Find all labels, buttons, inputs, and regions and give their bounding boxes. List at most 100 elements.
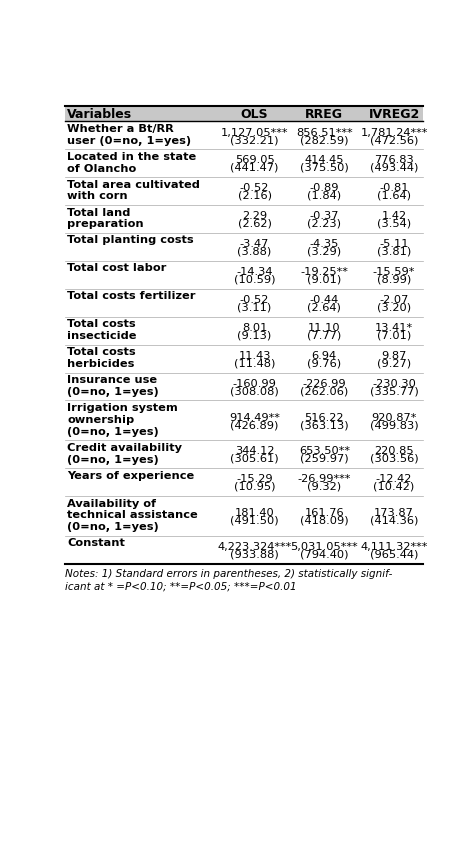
Text: -26.99***: -26.99*** <box>298 473 351 484</box>
Text: Irrigation system: Irrigation system <box>67 403 178 413</box>
Text: (3.81): (3.81) <box>377 247 411 257</box>
Text: 569.05: 569.05 <box>235 155 274 165</box>
Text: (305.61): (305.61) <box>230 453 279 463</box>
Text: (426.89): (426.89) <box>230 420 279 430</box>
Text: (375.50): (375.50) <box>300 163 349 172</box>
Text: -226.99: -226.99 <box>302 379 346 388</box>
Text: (262.06): (262.06) <box>300 386 348 396</box>
Text: technical assistance: technical assistance <box>67 510 198 519</box>
Text: -0.44: -0.44 <box>310 294 339 305</box>
Text: 11.10: 11.10 <box>308 322 341 333</box>
Text: (965.44): (965.44) <box>370 548 418 559</box>
Text: Total planting costs: Total planting costs <box>67 235 193 245</box>
Text: 1,127.05***: 1,127.05*** <box>221 127 288 137</box>
Text: Located in the state: Located in the state <box>67 152 196 161</box>
Text: (7.01): (7.01) <box>377 330 411 340</box>
Text: 4,111.32***: 4,111.32*** <box>360 542 428 551</box>
Text: 173.87: 173.87 <box>374 508 414 518</box>
Text: (9.13): (9.13) <box>237 330 272 340</box>
Text: Total costs: Total costs <box>67 319 136 328</box>
Text: 414.45: 414.45 <box>305 155 344 165</box>
Text: -0.37: -0.37 <box>310 211 339 221</box>
Text: Total costs: Total costs <box>67 346 136 357</box>
Text: (9.32): (9.32) <box>307 481 341 491</box>
Text: (9.27): (9.27) <box>377 358 411 368</box>
Text: IVREG2: IVREG2 <box>368 108 419 121</box>
Text: 914.49**: 914.49** <box>229 412 280 422</box>
Text: 9.87: 9.87 <box>382 351 407 361</box>
Text: (2.62): (2.62) <box>237 218 272 229</box>
Text: 2.29: 2.29 <box>242 211 267 221</box>
Text: -0.89: -0.89 <box>310 183 339 193</box>
Text: (0=no, 1=yes): (0=no, 1=yes) <box>67 521 159 531</box>
Text: 181.40: 181.40 <box>235 508 274 518</box>
Text: (491.50): (491.50) <box>230 515 279 525</box>
Text: 1,781.24***: 1,781.24*** <box>360 127 428 137</box>
Text: 5,031.05***: 5,031.05*** <box>291 542 358 551</box>
Text: 220.85: 220.85 <box>374 446 414 456</box>
Text: (363.13): (363.13) <box>300 420 348 430</box>
Text: OLS: OLS <box>241 108 268 121</box>
Text: RREG: RREG <box>305 108 343 121</box>
Text: (0=no, 1=yes): (0=no, 1=yes) <box>67 426 159 436</box>
Text: 653.50**: 653.50** <box>299 446 350 456</box>
Text: -0.52: -0.52 <box>240 183 269 193</box>
Text: 856.51***: 856.51*** <box>296 127 353 137</box>
Text: (303.56): (303.56) <box>370 453 419 463</box>
Text: (2.16): (2.16) <box>237 190 272 200</box>
Text: (10.95): (10.95) <box>234 481 275 491</box>
Text: of Olancho: of Olancho <box>67 164 136 173</box>
Bar <box>65 107 423 122</box>
Text: Total costs fertilizer: Total costs fertilizer <box>67 291 195 301</box>
Text: -160.99: -160.99 <box>233 379 276 388</box>
Text: Total area cultivated: Total area cultivated <box>67 179 200 189</box>
Text: (441.47): (441.47) <box>230 163 279 172</box>
Text: Availability of: Availability of <box>67 498 156 508</box>
Text: (1.64): (1.64) <box>377 190 411 200</box>
Text: Notes: 1) Standard errors in parentheses, 2) statistically signif-: Notes: 1) Standard errors in parentheses… <box>65 568 393 577</box>
Text: (472.56): (472.56) <box>370 135 418 145</box>
Text: 13.41*: 13.41* <box>375 322 413 333</box>
Text: Insurance use: Insurance use <box>67 374 157 385</box>
Text: (794.40): (794.40) <box>300 548 348 559</box>
Text: (933.88): (933.88) <box>230 548 279 559</box>
Text: -19.25**: -19.25** <box>301 267 348 276</box>
Text: -5.11: -5.11 <box>379 239 409 249</box>
Text: Total cost labor: Total cost labor <box>67 263 166 273</box>
Text: 8.01: 8.01 <box>242 322 267 333</box>
Text: -230.30: -230.30 <box>372 379 416 388</box>
Text: (7.77): (7.77) <box>307 330 341 340</box>
Text: herbicides: herbicides <box>67 358 134 368</box>
Text: Years of experience: Years of experience <box>67 470 194 480</box>
Text: (418.09): (418.09) <box>300 515 348 525</box>
Text: (282.59): (282.59) <box>300 135 348 145</box>
Text: -4.35: -4.35 <box>310 239 339 249</box>
Text: -12.42: -12.42 <box>376 473 412 484</box>
Text: (9.01): (9.01) <box>307 275 341 284</box>
Text: -15.59*: -15.59* <box>373 267 415 276</box>
Text: Total land: Total land <box>67 207 130 218</box>
Text: 6.94: 6.94 <box>312 351 337 361</box>
Text: 11.43: 11.43 <box>238 351 271 361</box>
Text: (3.88): (3.88) <box>237 247 272 257</box>
Text: (9.76): (9.76) <box>307 358 341 368</box>
Text: (493.44): (493.44) <box>370 163 418 172</box>
Text: (335.77): (335.77) <box>370 386 419 396</box>
Text: -0.52: -0.52 <box>240 294 269 305</box>
Text: (1.84): (1.84) <box>307 190 341 200</box>
Text: ownership: ownership <box>67 415 134 424</box>
Text: preparation: preparation <box>67 219 144 229</box>
Text: -15.29: -15.29 <box>236 473 273 484</box>
Text: insecticide: insecticide <box>67 331 137 340</box>
Text: Whether a Bt/RR: Whether a Bt/RR <box>67 124 174 134</box>
Text: (3.29): (3.29) <box>307 247 341 257</box>
Text: (0=no, 1=yes): (0=no, 1=yes) <box>67 454 159 464</box>
Text: (8.99): (8.99) <box>377 275 411 284</box>
Text: (0=no, 1=yes): (0=no, 1=yes) <box>67 386 159 397</box>
Text: 776.83: 776.83 <box>374 155 414 165</box>
Text: (10.59): (10.59) <box>234 275 275 284</box>
Text: 161.76: 161.76 <box>304 508 344 518</box>
Text: (414.36): (414.36) <box>370 515 418 525</box>
Text: (499.83): (499.83) <box>370 420 419 430</box>
Text: -14.34: -14.34 <box>237 267 273 276</box>
